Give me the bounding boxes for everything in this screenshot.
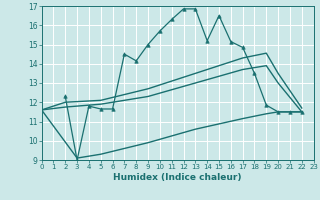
X-axis label: Humidex (Indice chaleur): Humidex (Indice chaleur)	[113, 173, 242, 182]
